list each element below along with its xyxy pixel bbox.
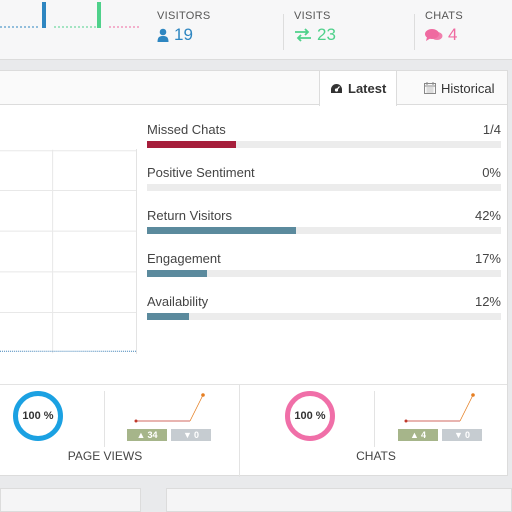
visits-label: VISITS (294, 10, 331, 22)
metric-value: 0% (482, 165, 501, 180)
page-views-up-value: 34 (147, 430, 158, 440)
visits-stat[interactable]: VISITS 23 (294, 10, 336, 45)
metric-label: Positive Sentiment (147, 165, 255, 180)
page-views-down-badge: ▼ 0 (171, 429, 211, 441)
metric-progress-fill (147, 227, 296, 234)
dashboard-icon (331, 83, 342, 93)
metric-progress-bar (147, 227, 501, 234)
activity-chart (0, 149, 137, 354)
chats-down-badge: ▼ 0 (442, 429, 482, 441)
page-views-down-value: 0 (193, 430, 199, 440)
calendar-icon (424, 82, 436, 94)
visits-value: 23 (317, 25, 336, 44)
page-views-percent: 100 % (22, 410, 54, 422)
chats-up-value: 4 (420, 430, 426, 440)
page-views-gauge: 100 % (13, 391, 63, 441)
metric-label: Availability (147, 294, 209, 309)
lower-panels (0, 480, 512, 512)
comments-icon (425, 29, 443, 41)
chats-trend-sparkline (108, 26, 139, 28)
chats-stat[interactable]: CHATS 4 (425, 10, 463, 45)
chats-gauge: 100 % (285, 391, 335, 441)
metric-progress-fill (147, 313, 190, 320)
page-views-sparkline (134, 393, 205, 423)
chats-sparkline (404, 393, 475, 423)
metric-label: Return Visitors (147, 208, 233, 223)
chats-percent: 100 % (294, 410, 326, 422)
visitors-value: 19 (174, 25, 193, 44)
visitors-trend-sparkline (0, 2, 46, 28)
metric-progress-fill (147, 141, 236, 148)
page-views-up-badge: ▲ 34 (127, 429, 167, 441)
metric-label: Missed Chats (147, 122, 226, 137)
summary-row: 100 % ▲ 34 ▼ 0 PAGE VIEWS 100 % ▲ 4 (0, 384, 507, 477)
chats-up-badge: ▲ 4 (398, 429, 438, 441)
visits-trend-sparkline (54, 2, 102, 28)
visitors-label: VISITORS (157, 10, 211, 22)
metric-progress-bar (147, 270, 501, 277)
lower-panel (0, 488, 141, 512)
stats-bar: VISITORS 19 VISITS 23 CHATS (0, 0, 512, 60)
metric-label: Engagement (147, 251, 221, 266)
page-views-caption: PAGE VIEWS (67, 449, 143, 463)
tab-latest[interactable]: Latest (319, 71, 398, 106)
lower-panel (166, 488, 512, 512)
panel-tab-bar: Latest Historical (0, 71, 507, 106)
metric-progress-bar (147, 141, 501, 148)
tab-historical-label: Historical (441, 80, 495, 96)
down-arrow-icon: ▼ (454, 430, 463, 440)
chats-down-value: 0 (464, 430, 470, 440)
overview-panel: Latest Historical Missed Chats 1/4 Positiv… (0, 70, 508, 477)
metric-progress-bar (147, 313, 501, 320)
metric-item: Engagement 17% (147, 251, 501, 277)
section-divider (374, 391, 375, 447)
section-divider (239, 385, 240, 477)
tab-historical[interactable]: Historical (414, 71, 504, 105)
chats-caption: CHATS (356, 449, 396, 463)
chats-label: CHATS (425, 10, 463, 22)
metric-value: 1/4 (482, 122, 501, 137)
metric-item: Return Visitors 42% (147, 208, 501, 234)
tab-latest-label: Latest (348, 81, 387, 96)
metric-item: Missed Chats 1/4 (147, 122, 501, 148)
user-icon (157, 28, 169, 42)
metric-progress-bar (147, 184, 501, 191)
metric-item: Availability 12% (147, 294, 501, 320)
stats-divider (283, 14, 284, 50)
up-arrow-icon: ▲ (136, 430, 146, 440)
metric-item: Positive Sentiment 0% (147, 165, 501, 191)
metric-value: 17% (474, 251, 501, 266)
visitors-stat[interactable]: VISITORS 19 (157, 10, 211, 45)
chats-value: 4 (448, 25, 458, 44)
metric-value: 42% (474, 208, 501, 223)
exchange-icon (295, 28, 311, 42)
metric-value: 12% (474, 294, 501, 309)
up-arrow-icon: ▲ (410, 430, 419, 440)
down-arrow-icon: ▼ (183, 430, 192, 440)
stats-divider (414, 14, 415, 50)
section-divider (104, 391, 105, 447)
metric-progress-fill (147, 270, 208, 277)
